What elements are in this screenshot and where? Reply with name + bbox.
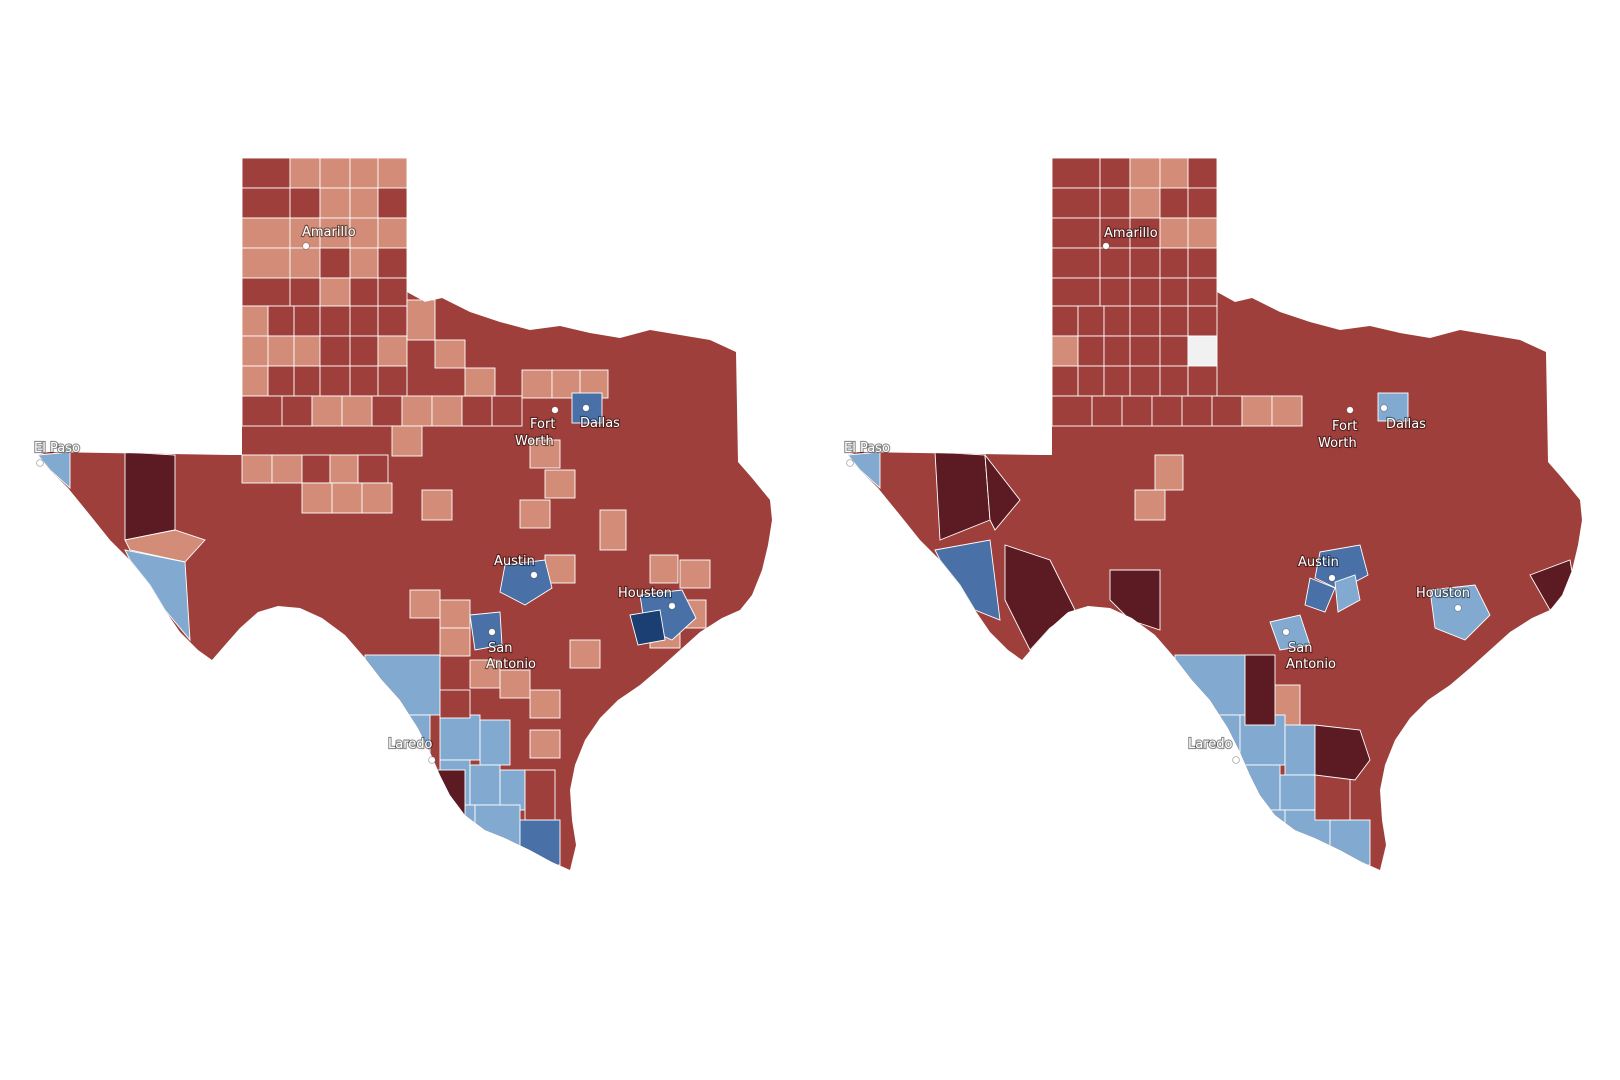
fort-worth-dot [1346,406,1354,414]
williamson-county [1304,577,1336,613]
neutral-county [1187,335,1218,367]
harris-county [1429,584,1491,641]
dallas-dot [582,404,590,412]
houston-label: Houston [1416,586,1470,601]
dallas-dot [1380,404,1388,412]
austin-label: Austin [494,554,535,569]
san-antonio-label-line1: San [488,641,512,656]
fort-worth-label-line1: Fort [1332,419,1357,434]
san-antonio-label-line1: San [1288,641,1312,656]
laredo-dot [1232,756,1240,764]
san-antonio-label-line2: Antonio [1286,657,1336,672]
dallas-label: Dallas [580,416,620,431]
texas-county-map-right: Amarillo El Paso Fort Worth Dallas Austi… [843,158,1582,870]
el-paso-dot [36,459,44,467]
laredo-label: Laredo [1188,737,1233,752]
central-counties [241,299,711,759]
panhandle-counties [1051,158,1218,397]
map-left: Amarillo El Paso Fort Worth Dallas Austi… [33,158,772,870]
texas-county-map-left: Amarillo El Paso Fort Worth Dallas Austi… [33,158,772,870]
amarillo-label: Amarillo [302,225,356,240]
fort-worth-label-line2: Worth [1318,436,1357,451]
el-paso-dot [846,459,854,467]
san-antonio-label-line2: Antonio [486,657,536,672]
hays-county [1334,574,1361,613]
fort-worth-label-line2: Worth [515,434,554,449]
houston-label: Houston [618,586,672,601]
city-markers: Amarillo El Paso Fort Worth Dallas Austi… [843,225,1471,764]
el-paso-label: El Paso [844,441,890,456]
travis-county [499,559,553,606]
amarillo-dot [302,242,310,250]
fort-worth-dot [551,406,559,414]
amarillo-dot [1102,242,1110,250]
fort-bend-county [629,609,666,646]
laredo-label: Laredo [388,737,433,752]
houston-dot [668,602,676,610]
houston-dot [1454,604,1462,612]
map-right: Amarillo El Paso Fort Worth Dallas Austi… [810,0,1620,1080]
amarillo-label: Amarillo [1104,226,1158,241]
far-west-counties [38,451,206,642]
city-markers: Amarillo El Paso Fort Worth Dallas Austi… [33,224,676,764]
austin-dot [1328,574,1336,582]
san-antonio-dot [488,628,496,636]
dallas-label: Dallas [1386,417,1426,432]
panhandle-counties [241,158,408,397]
san-antonio-dot [1282,628,1290,636]
austin-label: Austin [1298,555,1339,570]
austin-dot [530,571,538,579]
laredo-dot [428,756,436,764]
bexar-county [1269,614,1311,651]
fort-worth-label-line1: Fort [530,417,555,432]
el-paso-label: El Paso [34,441,80,456]
bexar-county [469,611,503,651]
